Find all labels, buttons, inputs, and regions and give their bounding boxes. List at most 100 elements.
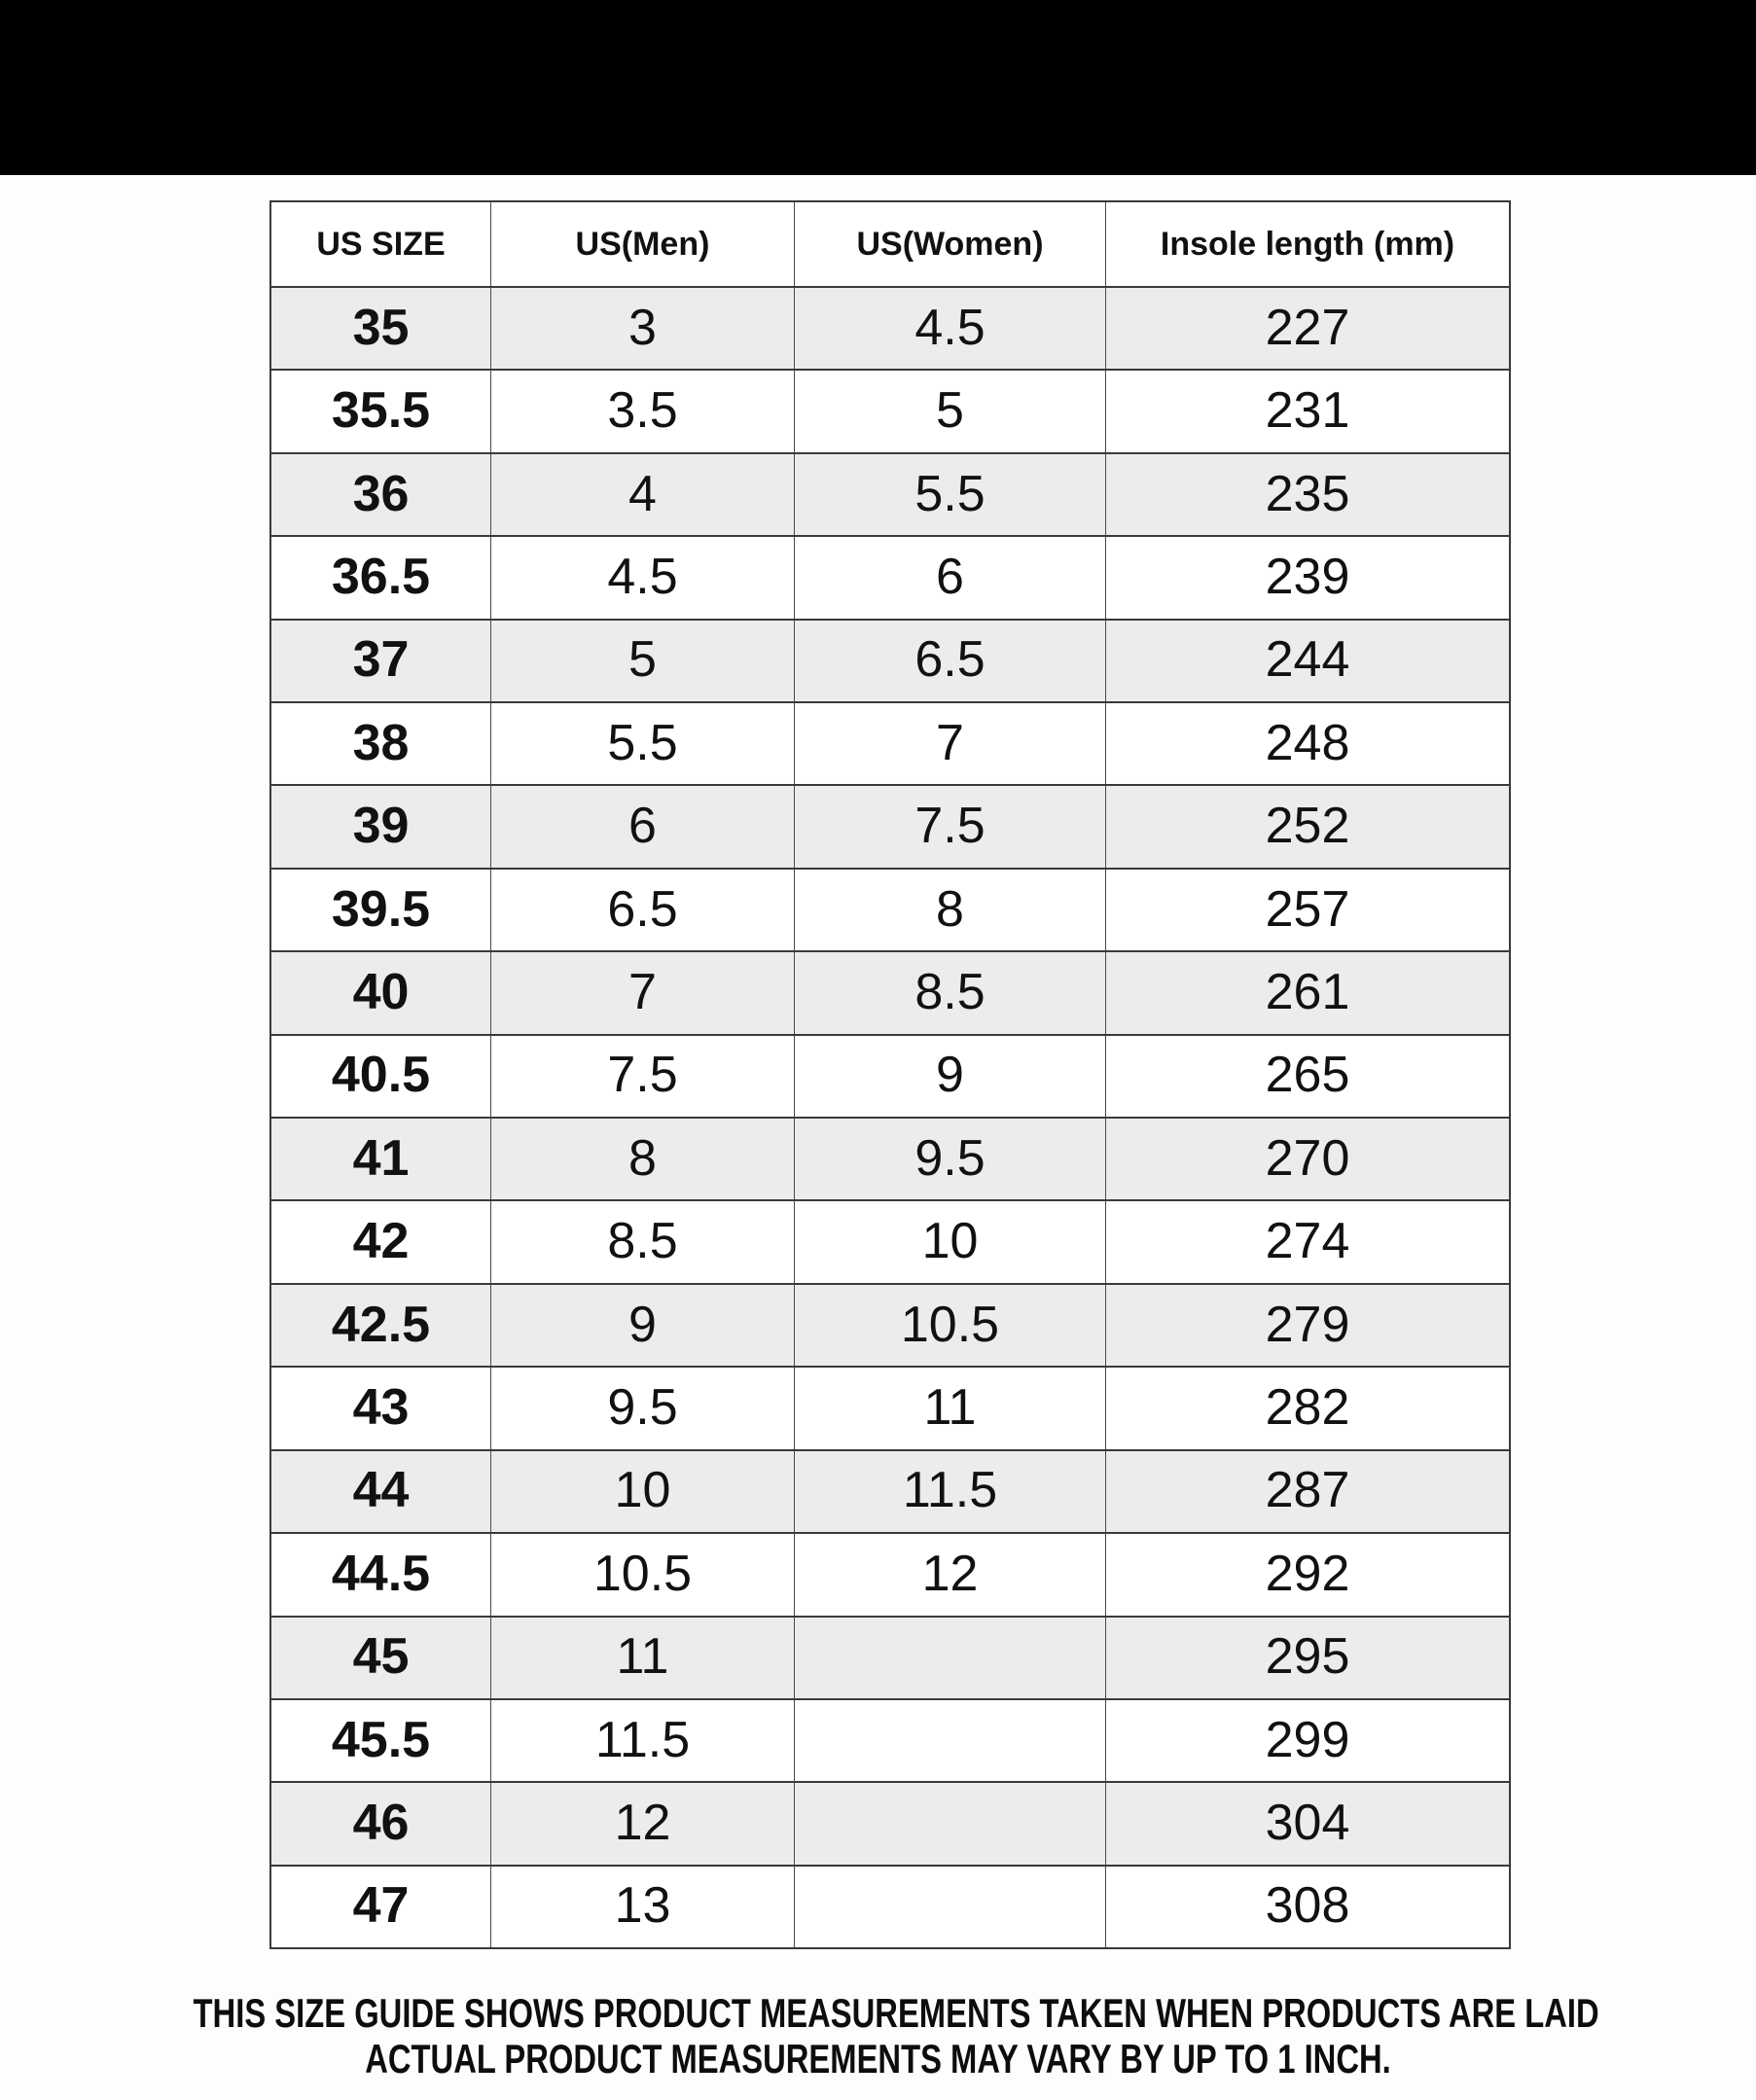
cell-us-women: 4.5 <box>794 288 1105 370</box>
cell-us-men: 10 <box>490 1450 794 1533</box>
cell-us-women <box>794 1783 1105 1865</box>
cell-insole-length: 231 <box>1105 371 1509 452</box>
cell-insole-length: 304 <box>1105 1783 1509 1865</box>
cell-insole-length: 252 <box>1105 786 1509 868</box>
cell-us-men: 3 <box>490 288 794 370</box>
cell-us-women: 11 <box>794 1368 1105 1449</box>
cell-insole-length: 287 <box>1105 1450 1509 1533</box>
cell-us-size: 45.5 <box>331 1711 431 1768</box>
cell-us-size: 38 <box>352 714 410 771</box>
cell-us-size: 42 <box>352 1213 410 1270</box>
column-header-us-women: US(Women) <box>794 202 1105 286</box>
cell-insole-length: 299 <box>1105 1699 1509 1782</box>
cell-us-women: 10.5 <box>794 1284 1105 1367</box>
cell-us-size: 39 <box>352 798 410 855</box>
cell-us-men: 12 <box>490 1783 794 1865</box>
cell-insole-length: 308 <box>1105 1866 1509 1948</box>
cell-us-size: 40.5 <box>331 1047 431 1104</box>
table-row: 39 6 7.5 252 <box>271 784 1509 868</box>
cell-us-women: 12 <box>794 1534 1105 1616</box>
cell-insole-length: 244 <box>1105 620 1509 702</box>
cell-us-women: 8 <box>794 869 1105 951</box>
cell-insole-length: 270 <box>1105 1119 1509 1200</box>
table-row: 38 5.5 7 248 <box>271 701 1509 785</box>
cell-us-size: 35.5 <box>331 382 431 440</box>
cell-us-women <box>794 1617 1105 1698</box>
top-black-banner <box>0 0 1756 175</box>
cell-us-men: 10.5 <box>490 1534 794 1616</box>
table-row: 41 8 9.5 270 <box>271 1117 1509 1200</box>
cell-us-size: 46 <box>352 1795 410 1852</box>
cell-us-women: 9 <box>794 1035 1105 1118</box>
cell-us-women <box>794 1866 1105 1948</box>
cell-insole-length: 274 <box>1105 1201 1509 1283</box>
table-row: 40.5 7.5 9 265 <box>271 1033 1509 1118</box>
cell-us-men: 8 <box>490 1119 794 1200</box>
cell-us-size: 35 <box>352 299 410 356</box>
cell-us-men: 7 <box>490 952 794 1034</box>
cell-insole-length: 295 <box>1105 1617 1509 1698</box>
table-row: 42.5 9 10.5 279 <box>271 1282 1509 1367</box>
cell-us-men: 13 <box>490 1866 794 1948</box>
cell-us-size: 36 <box>352 465 410 522</box>
cell-us-men: 6 <box>490 786 794 868</box>
cell-us-women: 6 <box>794 537 1105 619</box>
cell-us-size: 44.5 <box>331 1545 431 1602</box>
disclaimer-line-2: ACTUAL PRODUCT MEASUREMENTS MAY VARY BY … <box>365 2036 1391 2082</box>
cell-us-size: 44 <box>352 1462 410 1519</box>
column-header-us-men: US(Men) <box>490 202 794 286</box>
cell-us-men: 4 <box>490 453 794 536</box>
cell-us-size: 36.5 <box>331 548 431 605</box>
cell-us-size: 41 <box>352 1129 410 1187</box>
size-chart-table: US SIZE US(Men) US(Women) Insole length … <box>269 200 1511 1949</box>
table-row: 36 4 5.5 235 <box>271 451 1509 536</box>
cell-us-size: 37 <box>352 631 410 689</box>
cell-insole-length: 257 <box>1105 869 1509 951</box>
size-guide-disclaimer: THIS SIZE GUIDE SHOWS PRODUCT MEASUREMEN… <box>193 1990 1599 2082</box>
cell-insole-length: 261 <box>1105 952 1509 1034</box>
table-header-row: US SIZE US(Men) US(Women) Insole length … <box>271 202 1509 286</box>
table-row: 35 3 4.5 227 <box>271 286 1509 370</box>
cell-insole-length: 279 <box>1105 1284 1509 1367</box>
table-row: 44 10 11.5 287 <box>271 1448 1509 1533</box>
cell-us-women: 5 <box>794 371 1105 452</box>
cell-us-men: 4.5 <box>490 537 794 619</box>
cell-us-size: 39.5 <box>331 880 431 938</box>
cell-us-size: 47 <box>352 1877 410 1935</box>
cell-insole-length: 282 <box>1105 1368 1509 1449</box>
cell-us-men: 11.5 <box>490 1699 794 1782</box>
cell-insole-length: 265 <box>1105 1035 1509 1118</box>
cell-insole-length: 292 <box>1105 1534 1509 1616</box>
cell-us-men: 8.5 <box>490 1201 794 1283</box>
table-row: 40 7 8.5 261 <box>271 950 1509 1034</box>
table-row: 44.5 10.5 12 292 <box>271 1532 1509 1616</box>
cell-us-men: 5 <box>490 620 794 702</box>
column-header-us-size: US SIZE <box>316 226 446 263</box>
column-header-insole-length: Insole length (mm) <box>1105 202 1509 286</box>
table-row: 42 8.5 10 274 <box>271 1199 1509 1283</box>
cell-us-men: 9.5 <box>490 1368 794 1449</box>
table-row: 36.5 4.5 6 239 <box>271 535 1509 619</box>
cell-us-women: 5.5 <box>794 453 1105 536</box>
table-row: 37 5 6.5 244 <box>271 618 1509 702</box>
cell-us-women: 10 <box>794 1201 1105 1283</box>
cell-us-size: 42.5 <box>331 1296 431 1353</box>
table-row: 45 11 295 <box>271 1615 1509 1698</box>
cell-insole-length: 235 <box>1105 453 1509 536</box>
cell-us-women: 8.5 <box>794 952 1105 1034</box>
cell-insole-length: 239 <box>1105 537 1509 619</box>
cell-us-women: 7.5 <box>794 786 1105 868</box>
table-row: 39.5 6.5 8 257 <box>271 867 1509 951</box>
table-row: 45.5 11.5 299 <box>271 1697 1509 1782</box>
disclaimer-line-1: THIS SIZE GUIDE SHOWS PRODUCT MEASUREMEN… <box>193 1990 1599 2036</box>
cell-us-men: 5.5 <box>490 703 794 785</box>
cell-us-men: 9 <box>490 1284 794 1367</box>
cell-us-size: 43 <box>352 1378 410 1436</box>
cell-us-women <box>794 1699 1105 1782</box>
cell-us-size: 40 <box>352 963 410 1020</box>
cell-us-women: 9.5 <box>794 1119 1105 1200</box>
cell-us-women: 6.5 <box>794 620 1105 702</box>
cell-us-size: 45 <box>352 1628 410 1686</box>
cell-us-women: 11.5 <box>794 1450 1105 1533</box>
